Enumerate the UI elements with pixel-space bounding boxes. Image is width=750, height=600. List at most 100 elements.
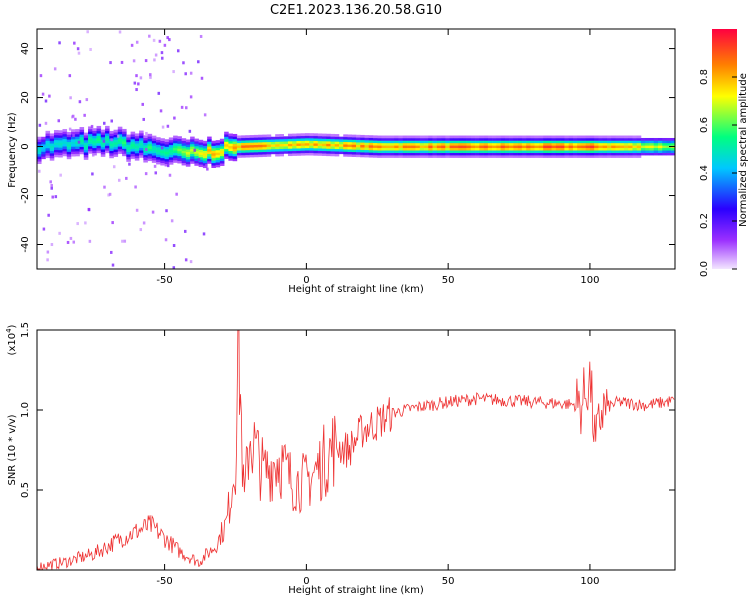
heatmap-cell (347, 134, 353, 138)
heatmap-cell (504, 142, 510, 146)
heatmap-cell (589, 152, 595, 156)
heatmap-cell (66, 141, 72, 145)
heatmap-cell (151, 147, 157, 151)
heatmap-cell (241, 147, 246, 151)
heatmap-cell (462, 140, 467, 144)
heatmap-cell (504, 145, 510, 149)
heatmap-noise-cell (85, 98, 89, 102)
heatmap-noise-cell (160, 146, 164, 150)
heatmap-cell (211, 160, 216, 164)
heatmap-cell (560, 140, 565, 144)
heatmap-cell (509, 135, 514, 139)
heatmap-cell (92, 140, 97, 144)
heatmap-noise-cell (184, 72, 187, 76)
heatmap-cell (49, 138, 55, 142)
heatmap-cell (236, 142, 242, 146)
heatmap-cell (92, 150, 97, 153)
heatmap-cell (432, 155, 438, 158)
heatmap-cell (564, 137, 569, 141)
heatmap-cell (266, 144, 272, 147)
heatmap-cell (602, 140, 608, 144)
heatmap-noise-cell (166, 164, 170, 168)
heatmap-cell (92, 142, 97, 146)
heatmap-cell (551, 137, 557, 141)
heatmap-cell (168, 159, 174, 163)
heatmap-cell (470, 140, 476, 144)
heatmap-cell (249, 142, 255, 146)
heatmap-cell (623, 142, 629, 146)
heatmap-cell (143, 140, 148, 143)
heatmap-cell (577, 135, 582, 139)
heatmap-cell (113, 144, 119, 148)
heatmap-cell (364, 139, 370, 143)
heatmap-noise-cell (42, 227, 46, 231)
heatmap-cell (645, 147, 650, 151)
heatmap-cell (657, 152, 663, 156)
heatmap-cell (598, 150, 603, 153)
heatmap-cell (606, 147, 612, 151)
heatmap-cell (139, 147, 144, 151)
heatmap-cell (487, 140, 493, 144)
heatmap-noise-cell (185, 106, 188, 110)
heatmap-cell (92, 145, 97, 149)
heatmap-cell (424, 137, 429, 141)
heatmap-cell (385, 140, 391, 144)
heatmap-cell (662, 152, 667, 156)
heatmap-cell (398, 135, 404, 139)
heatmap-cell (211, 148, 216, 151)
heatmap-cell (304, 147, 310, 151)
heatmap-cell (407, 135, 412, 139)
heatmap-cell (377, 135, 382, 139)
heatmap-cell (313, 133, 319, 137)
heatmap-cell (577, 150, 582, 153)
heatmap-cell (636, 142, 642, 146)
heatmap-cell (415, 140, 421, 144)
heatmap-cell (356, 134, 361, 138)
heatmap-cell (270, 139, 276, 142)
heatmap-cell (266, 146, 272, 150)
heatmap-cell (122, 131, 127, 135)
heatmap-cell (351, 139, 357, 143)
heatmap-cell (96, 130, 102, 134)
heatmap-cell (113, 151, 119, 155)
heatmap-cell (555, 135, 561, 139)
heatmap-cell (100, 132, 106, 135)
heatmap-cell (219, 143, 225, 147)
heatmap-cell (475, 137, 480, 141)
heatmap-cell (164, 139, 170, 142)
heatmap-cell (398, 142, 404, 146)
heatmap-cell (241, 152, 246, 156)
heatmap-cell (530, 140, 535, 144)
heatmap-cell (321, 138, 327, 142)
heatmap-cell (313, 150, 319, 154)
heatmap-cell (441, 135, 446, 139)
heatmap-cell (441, 140, 446, 144)
heatmap-cell (300, 140, 306, 144)
heatmap-cell (215, 142, 221, 146)
heatmap-cell (202, 145, 208, 149)
heatmap-cell (211, 155, 216, 159)
heatmap-cell (54, 154, 59, 158)
heatmap-cell (577, 140, 582, 144)
heatmap-cell (666, 147, 672, 151)
heatmap-cell (134, 155, 140, 159)
heatmap-cell (309, 147, 314, 151)
heatmap-cell (351, 149, 357, 153)
heatmap-cell (96, 133, 102, 137)
heatmap-noise-cell (193, 148, 196, 152)
heatmap-cell (122, 138, 127, 142)
heatmap-cell (338, 139, 344, 142)
heatmap-cell (122, 146, 127, 149)
heatmap-cell (666, 142, 672, 146)
heatmap-cell (245, 137, 250, 141)
heatmap-cell (151, 143, 157, 146)
heatmap-cell (445, 137, 450, 141)
heatmap-cell (71, 131, 76, 135)
heatmap-cell (594, 150, 599, 153)
heatmap-cell (105, 130, 110, 134)
heatmap-noise-cell (87, 207, 91, 211)
heatmap-cell (139, 135, 144, 139)
heatmap-cell (198, 139, 204, 143)
heatmap-cell (164, 144, 170, 147)
heatmap-cell (419, 137, 425, 141)
